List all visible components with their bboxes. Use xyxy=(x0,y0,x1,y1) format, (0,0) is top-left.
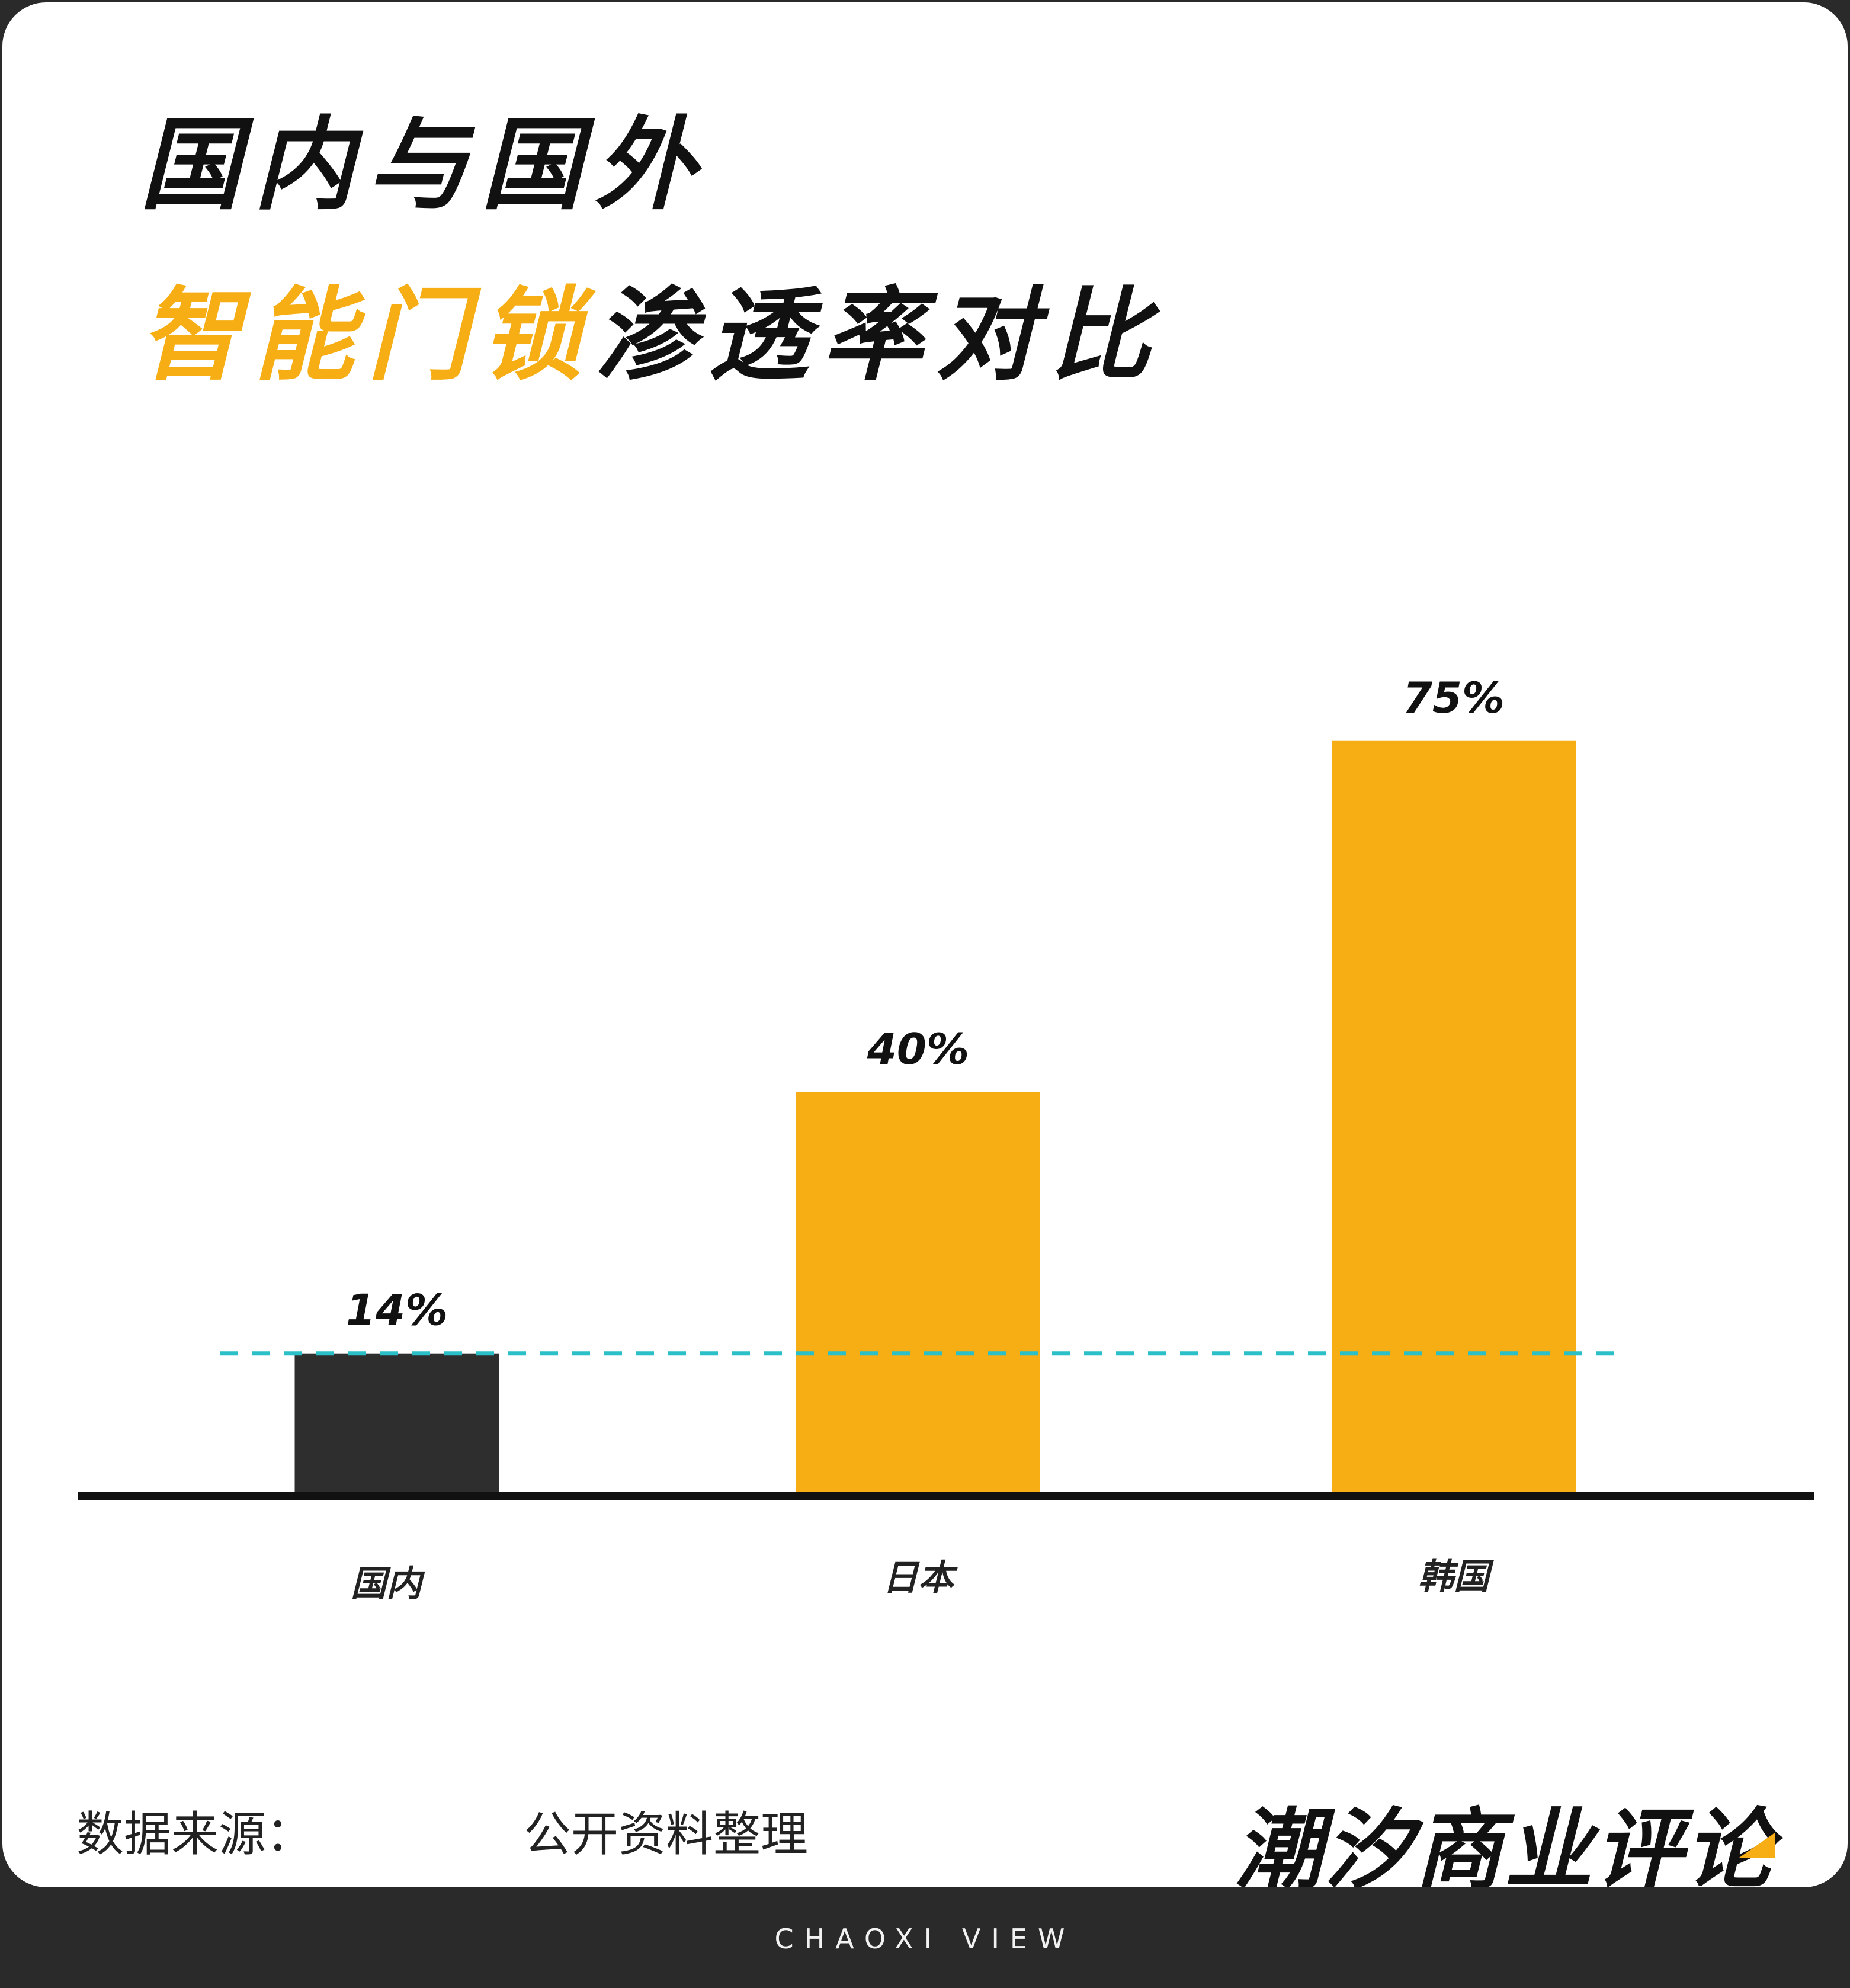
chart-title-highlight: 智能门锁 xyxy=(140,277,595,395)
category-label-2: 韩国 xyxy=(1418,1556,1494,1598)
value-label-0: 14% xyxy=(346,1285,448,1335)
value-label-2: 75% xyxy=(1403,673,1505,723)
source-value: 公开资料整理 xyxy=(524,1807,808,1862)
bar-chart: 14% 国内 40% 日本 75% 韩国 xyxy=(78,673,1814,1605)
category-label-0: 国内 xyxy=(351,1563,425,1605)
chart-title-line-2: 智能门锁渗透率对比 xyxy=(140,286,1163,386)
category-label-1: 日本 xyxy=(883,1557,958,1599)
brand-logo-text: 潮汐商业评论 xyxy=(1235,1799,1775,1890)
bar-0 xyxy=(294,1353,499,1494)
footer-bar: CHAOXI VIEW xyxy=(0,1890,1850,1988)
footer-brand-text: CHAOXI VIEW xyxy=(774,1923,1076,1955)
bar-2 xyxy=(1332,740,1576,1494)
chart-card: 国内与国外 智能门锁渗透率对比 14% 国内 40% 日本 75% 韩国 数据来源： 公开… xyxy=(0,0,1850,1890)
bar-1 xyxy=(796,1092,1040,1494)
brand-accent-mark xyxy=(1739,1833,1775,1858)
chart-title-rest: 渗透率对比 xyxy=(595,277,1164,395)
chart-title-line-1: 国内与国外 xyxy=(140,107,709,224)
value-label-1: 40% xyxy=(867,1024,969,1074)
source-label: 数据来源： xyxy=(76,1807,313,1862)
